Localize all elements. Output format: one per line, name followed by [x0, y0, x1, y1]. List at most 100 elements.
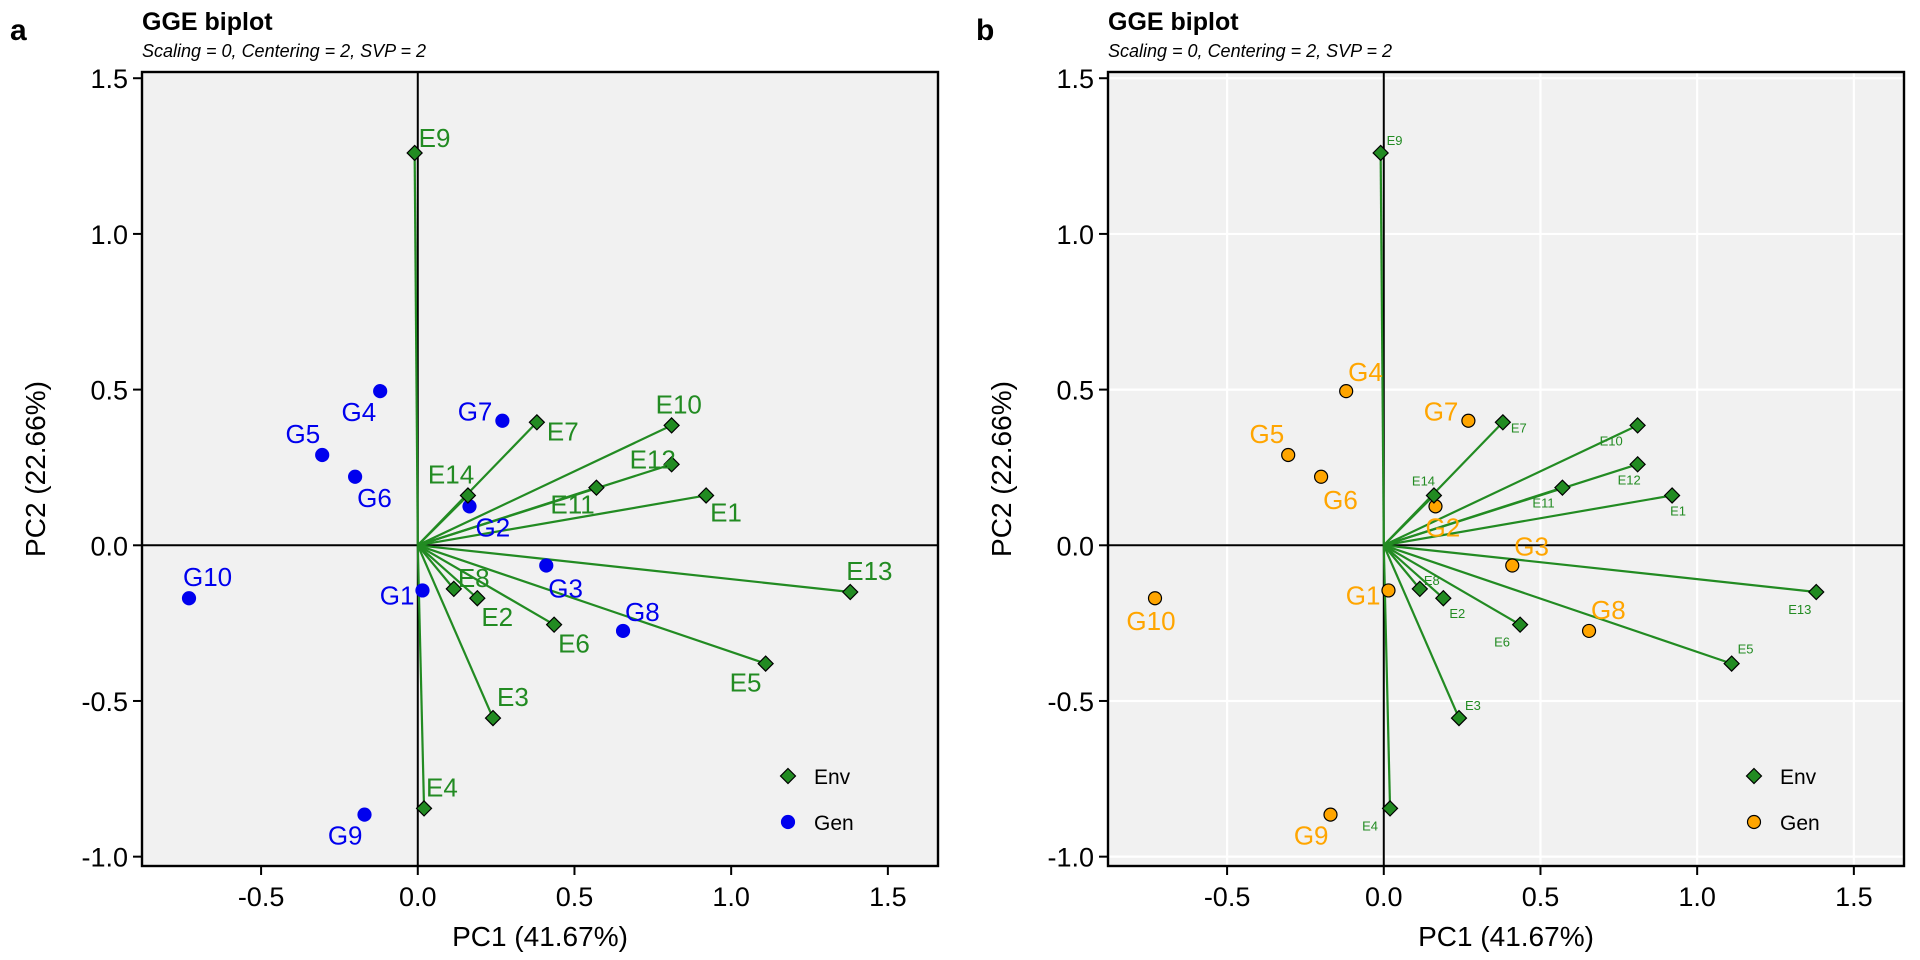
y-tick-label: -1.0: [81, 843, 128, 873]
plot-frame: [140, 70, 940, 868]
env-vector-e13: [417, 544, 851, 594]
y-tick-label: 1.5: [90, 64, 128, 94]
gen-point-g9: [357, 807, 372, 822]
y-tick-label: 1.5: [1056, 64, 1094, 94]
env-point-e9: [406, 144, 423, 162]
x-tick-label: 0.5: [556, 882, 594, 912]
plot-background: [142, 72, 938, 866]
gen-point-g1: [1381, 583, 1396, 598]
gen-label-g1: G1: [380, 580, 415, 610]
env-point-e5: [757, 655, 774, 672]
env-label-e12: E12: [630, 444, 676, 474]
env-vector-e5: [417, 544, 766, 665]
env-point-e8: [445, 580, 463, 598]
panel-letter: a: [10, 14, 27, 47]
y-axis-title: PC2 (22.66%): [20, 381, 51, 557]
legend-env-label: Env: [1780, 766, 1817, 789]
env-vector-e3: [1382, 544, 1461, 719]
env-point-e2: [1434, 589, 1452, 607]
env-vector-e2: [417, 544, 479, 600]
y-tick-label: 0.5: [90, 376, 128, 406]
env-point-e9: [1372, 144, 1389, 162]
env-vector-e2: [1383, 544, 1445, 600]
env-vector-e8: [1382, 544, 1421, 590]
env-label-e8: E8: [1424, 573, 1440, 588]
x-tick-label: 1.0: [1678, 882, 1716, 912]
y-tick-label: 0.0: [1056, 531, 1094, 561]
gen-point-g8: [615, 623, 631, 639]
env-label-e12: E12: [1618, 472, 1641, 487]
env-label-e4: E4: [426, 772, 458, 802]
env-point-e8: [1411, 580, 1429, 598]
env-label-e7: E7: [547, 416, 579, 446]
legend-gen-label: Gen: [814, 812, 854, 835]
plot-background: [1108, 72, 1904, 866]
env-label-e1: E1: [710, 497, 742, 527]
gen-label-g6: G6: [1323, 485, 1358, 515]
panel-b: b GGE biplot Scaling = 0, Centering = 2,…: [976, 8, 1906, 952]
plot-frame: [1106, 70, 1906, 868]
env-label-e3: E3: [1465, 698, 1481, 713]
env-label-e8: E8: [458, 563, 490, 593]
env-label-e4: E4: [1362, 818, 1378, 833]
env-point-e12: [1629, 455, 1646, 473]
gen-label-g7: G7: [458, 397, 493, 427]
gen-label-g3: G3: [1514, 532, 1549, 562]
chart-title: GGE biplot: [1108, 8, 1239, 36]
env-point-e3: [1450, 709, 1468, 727]
env-vector-e3: [416, 544, 495, 719]
x-tick-label: 1.5: [869, 882, 907, 912]
env-label-e11: E11: [550, 490, 594, 520]
y-axis-title: PC2 (22.66%): [986, 381, 1017, 557]
env-point-e10: [1629, 417, 1646, 434]
env-point-e11: [588, 479, 605, 497]
env-vector-e10: [417, 424, 673, 547]
legend-gen-marker: [780, 814, 796, 830]
gen-point-g6: [348, 469, 363, 484]
env-point-e2: [468, 589, 486, 607]
env-point-e6: [1511, 616, 1529, 634]
y-tick-label: 1.0: [90, 220, 128, 250]
env-label-e9: E9: [1387, 133, 1403, 148]
y-tick-label: -0.5: [81, 687, 128, 717]
gen-label-g10: G10: [1126, 606, 1175, 636]
gen-label-g8: G8: [1591, 595, 1626, 625]
panel-letter: b: [976, 14, 994, 47]
env-point-e13: [841, 583, 859, 601]
x-tick-label: -0.5: [238, 882, 285, 912]
env-point-e14: [459, 487, 477, 504]
y-tick-label: -0.5: [1047, 687, 1094, 717]
env-point-e10: [663, 417, 680, 434]
x-axis-title: PC1 (41.67%): [452, 921, 628, 952]
env-vector-e9: [413, 152, 419, 546]
gen-label-g5: G5: [1250, 419, 1285, 449]
gen-point-g8: [1581, 623, 1597, 639]
panel-a: a GGE biplot Scaling = 0, Centering = 2,…: [10, 8, 940, 952]
gen-point-g10: [1147, 591, 1163, 606]
env-label-e9: E9: [419, 123, 451, 153]
gen-label-g8: G8: [625, 597, 660, 627]
legend-env-marker: [1745, 767, 1763, 785]
env-point-e4: [415, 800, 433, 817]
env-label-e1: E1: [1670, 503, 1686, 518]
env-point-e7: [1494, 413, 1512, 431]
env-point-e6: [545, 616, 563, 634]
gen-label-g9: G9: [1294, 821, 1329, 851]
gen-label-g7: G7: [1424, 397, 1459, 427]
env-label-e14: E14: [1412, 473, 1435, 488]
gen-point-g1: [415, 583, 430, 598]
env-point-e5: [1723, 655, 1740, 672]
gen-point-g3: [539, 558, 554, 573]
y-tick-label: 0.5: [1056, 376, 1094, 406]
gen-point-g3: [1505, 558, 1520, 573]
chart-title: GGE biplot: [142, 8, 273, 36]
env-vector-e12: [417, 463, 672, 547]
gen-label-g5: G5: [286, 419, 321, 449]
env-label-e5: E5: [1738, 642, 1754, 657]
gen-label-g1: G1: [1346, 580, 1381, 610]
env-vector-e10: [1383, 424, 1639, 547]
gen-point-g7: [1461, 413, 1476, 428]
env-label-e7: E7: [1511, 420, 1527, 435]
y-tick-label: 0.0: [90, 531, 128, 561]
env-vector-e14: [417, 494, 469, 547]
